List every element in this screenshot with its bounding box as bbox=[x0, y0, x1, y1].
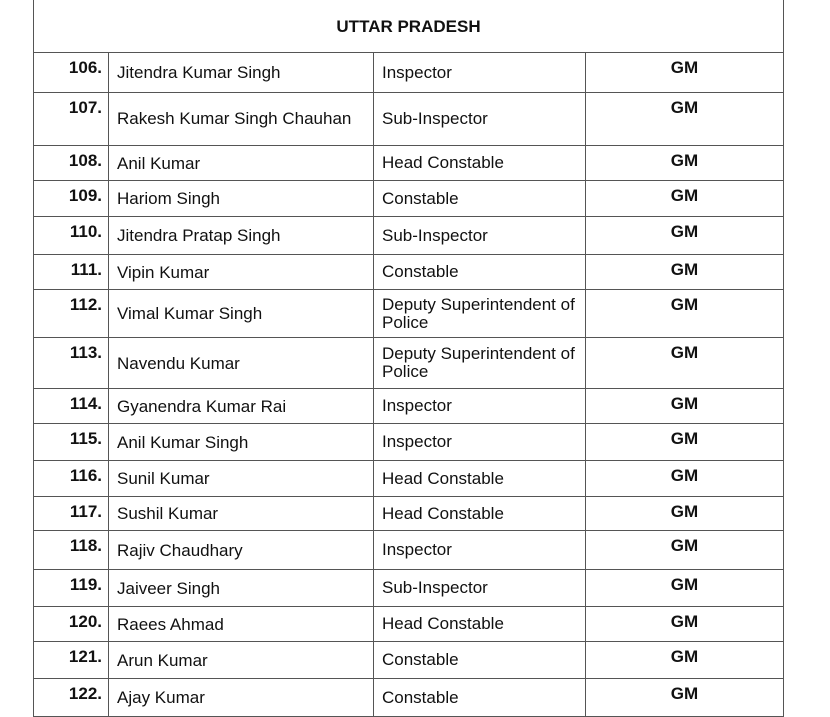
award-type: GM bbox=[585, 678, 784, 717]
officer-rank: Inspector bbox=[373, 388, 586, 424]
serial-number: 110. bbox=[33, 216, 109, 255]
table-row: 111. Vipin Kumar Constable GM bbox=[33, 254, 784, 290]
table-row: 122. Ajay Kumar Constable GM bbox=[33, 678, 784, 717]
serial-number: 121. bbox=[33, 641, 109, 679]
officer-rank: Sub-Inspector bbox=[373, 92, 586, 146]
serial-number: 108. bbox=[33, 145, 109, 181]
officer-name: Sunil Kumar bbox=[108, 460, 374, 497]
officer-rank: Head Constable bbox=[373, 496, 586, 531]
officer-name: Sushil Kumar bbox=[108, 496, 374, 531]
officer-rank: Inspector bbox=[373, 530, 586, 570]
officer-name: Vimal Kumar Singh bbox=[108, 289, 374, 338]
serial-number: 107. bbox=[33, 92, 109, 146]
award-type: GM bbox=[585, 337, 784, 389]
officer-name: Ajay Kumar bbox=[108, 678, 374, 717]
officer-rank: Deputy Superintendent of Police bbox=[373, 289, 586, 338]
award-type: GM bbox=[585, 423, 784, 461]
award-type: GM bbox=[585, 641, 784, 679]
award-type: GM bbox=[585, 216, 784, 255]
table-row: 108. Anil Kumar Head Constable GM bbox=[33, 145, 784, 181]
award-type: GM bbox=[585, 254, 784, 290]
serial-number: 111. bbox=[33, 254, 109, 290]
award-type: GM bbox=[585, 496, 784, 531]
officer-rank: Constable bbox=[373, 678, 586, 717]
table-row: 121. Arun Kumar Constable GM bbox=[33, 641, 784, 679]
serial-number: 113. bbox=[33, 337, 109, 389]
table-row: 112. Vimal Kumar Singh Deputy Superintende… bbox=[33, 289, 784, 338]
serial-number: 122. bbox=[33, 678, 109, 717]
officer-name: Rajiv Chaudhary bbox=[108, 530, 374, 570]
award-type: GM bbox=[585, 52, 784, 93]
officer-rank: Head Constable bbox=[373, 460, 586, 497]
officer-rank: Sub-Inspector bbox=[373, 569, 586, 607]
officer-rank: Deputy Superintendent of Police bbox=[373, 337, 586, 389]
table-row: 106. Jitendra Kumar Singh Inspector GM bbox=[33, 52, 784, 93]
award-type: GM bbox=[585, 145, 784, 181]
awards-table: UTTAR PRADESH 106. Jitendra Kumar Singh In… bbox=[33, 0, 784, 717]
serial-number: 119. bbox=[33, 569, 109, 607]
award-type: GM bbox=[585, 569, 784, 607]
award-type: GM bbox=[585, 180, 784, 217]
officer-name: Vipin Kumar bbox=[108, 254, 374, 290]
officer-rank: Constable bbox=[373, 180, 586, 217]
serial-number: 112. bbox=[33, 289, 109, 338]
state-header-row: UTTAR PRADESH bbox=[33, 0, 784, 53]
officer-name: Arun Kumar bbox=[108, 641, 374, 679]
officer-name: Jitendra Pratap Singh bbox=[108, 216, 374, 255]
officer-rank: Constable bbox=[373, 254, 586, 290]
officer-name: Jaiveer Singh bbox=[108, 569, 374, 607]
officer-name: Anil Kumar Singh bbox=[108, 423, 374, 461]
state-heading: UTTAR PRADESH bbox=[33, 0, 784, 53]
serial-number: 120. bbox=[33, 606, 109, 642]
award-type: GM bbox=[585, 92, 784, 146]
award-type: GM bbox=[585, 388, 784, 424]
officer-name: Hariom Singh bbox=[108, 180, 374, 217]
table-row: 119. Jaiveer Singh Sub-Inspector GM bbox=[33, 569, 784, 607]
table-row: 109. Hariom Singh Constable GM bbox=[33, 180, 784, 217]
officer-rank: Head Constable bbox=[373, 145, 586, 181]
award-type: GM bbox=[585, 289, 784, 338]
serial-number: 109. bbox=[33, 180, 109, 217]
officer-name: Jitendra Kumar Singh bbox=[108, 52, 374, 93]
officer-name: Raees Ahmad bbox=[108, 606, 374, 642]
table-row: 114. Gyanendra Kumar Rai Inspector GM bbox=[33, 388, 784, 424]
serial-number: 118. bbox=[33, 530, 109, 570]
serial-number: 117. bbox=[33, 496, 109, 531]
award-type: GM bbox=[585, 530, 784, 570]
table-row: 107. Rakesh Kumar Singh Chauhan Sub-Inspec… bbox=[33, 92, 784, 146]
table-row: 115. Anil Kumar Singh Inspector GM bbox=[33, 423, 784, 461]
award-type: GM bbox=[585, 606, 784, 642]
table-row: 120. Raees Ahmad Head Constable GM bbox=[33, 606, 784, 642]
officer-rank: Inspector bbox=[373, 52, 586, 93]
serial-number: 116. bbox=[33, 460, 109, 497]
officer-name: Navendu Kumar bbox=[108, 337, 374, 389]
table-row: 116. Sunil Kumar Head Constable GM bbox=[33, 460, 784, 497]
serial-number: 106. bbox=[33, 52, 109, 93]
officer-name: Gyanendra Kumar Rai bbox=[108, 388, 374, 424]
table-row: 110. Jitendra Pratap Singh Sub-Inspector GM bbox=[33, 216, 784, 255]
officer-rank: Head Constable bbox=[373, 606, 586, 642]
serial-number: 115. bbox=[33, 423, 109, 461]
officer-rank: Sub-Inspector bbox=[373, 216, 586, 255]
officer-rank: Constable bbox=[373, 641, 586, 679]
officer-name: Anil Kumar bbox=[108, 145, 374, 181]
award-type: GM bbox=[585, 460, 784, 497]
officer-rank: Inspector bbox=[373, 423, 586, 461]
table-row: 118. Rajiv Chaudhary Inspector GM bbox=[33, 530, 784, 570]
table-row: 117. Sushil Kumar Head Constable GM bbox=[33, 496, 784, 531]
serial-number: 114. bbox=[33, 388, 109, 424]
table-row: 113. Navendu Kumar Deputy Superintendent o… bbox=[33, 337, 784, 389]
officer-name: Rakesh Kumar Singh Chauhan bbox=[108, 92, 374, 146]
